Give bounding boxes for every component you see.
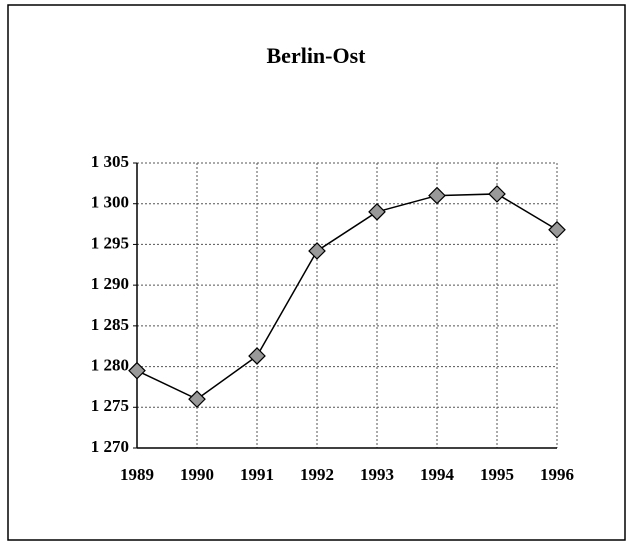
x-tick-label: 1996 xyxy=(540,465,574,484)
x-tick-label: 1989 xyxy=(120,465,154,484)
y-tick-label: 1 270 xyxy=(91,437,129,456)
x-tick-label: 1994 xyxy=(420,465,455,484)
chart-title: Berlin-Ost xyxy=(267,43,367,68)
y-tick-label: 1 275 xyxy=(91,396,129,415)
y-tick-label: 1 295 xyxy=(91,233,129,252)
x-tick-label: 1991 xyxy=(240,465,274,484)
point-marker xyxy=(548,220,566,239)
point-marker xyxy=(248,347,266,365)
y-tick-label: 1 290 xyxy=(91,274,129,293)
point-marker xyxy=(488,185,506,203)
point-marker xyxy=(368,203,386,221)
point-marker xyxy=(188,390,206,408)
x-tick-label: 1995 xyxy=(480,465,514,484)
x-tick-label: 1992 xyxy=(300,465,334,484)
x-tick-label: 1990 xyxy=(180,465,214,484)
y-tick-label: 1 305 xyxy=(91,152,129,171)
series-line xyxy=(136,193,558,401)
y-tick-label: 1 285 xyxy=(91,315,129,334)
y-tick-label: 1 300 xyxy=(91,193,129,212)
x-tick-label: 1993 xyxy=(360,465,394,484)
point-marker xyxy=(428,186,446,205)
y-tick-label: 1 280 xyxy=(91,355,129,374)
point-marker xyxy=(308,242,326,260)
point-marker xyxy=(128,361,146,380)
